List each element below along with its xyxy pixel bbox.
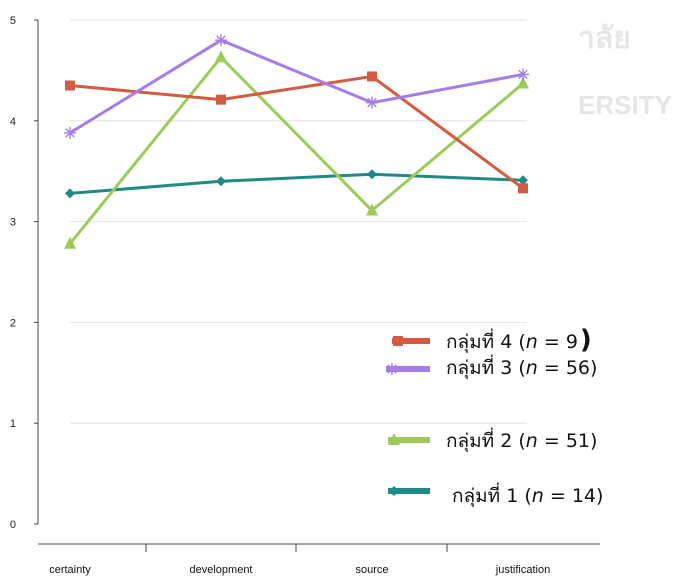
y-tick-label: 1 — [10, 418, 16, 430]
asterisk-marker — [517, 68, 529, 81]
series-1 — [65, 71, 528, 194]
series-line — [69, 38, 524, 135]
x-category-label: development — [190, 564, 253, 576]
watermark-text: ERSITY — [578, 90, 672, 120]
legend-label: กลุ่มที่ 2 (n = 51) — [446, 427, 597, 453]
y-tick-label: 3 — [10, 217, 16, 229]
square-marker — [65, 80, 75, 91]
asterisk-marker — [215, 34, 227, 47]
watermark: าลัย ERSITY — [578, 22, 672, 120]
legend-label: กลุ่มที่ 4 (n = 9) — [446, 325, 592, 355]
triangle-marker — [388, 433, 400, 445]
gridlines — [70, 19, 527, 424]
legend: กลุ่มที่ 4 (n = 9)กลุ่มที่ 3 (n = 56) กลุ… — [386, 325, 603, 508]
triangle-marker — [517, 76, 529, 89]
watermark-text: าลัย — [578, 22, 631, 55]
diamond-marker — [367, 169, 377, 180]
asterisk-marker — [366, 96, 378, 109]
series-line — [68, 55, 524, 245]
legend-item-2: กลุ่มที่ 3 (n = 56) — [386, 354, 597, 380]
diamond-marker — [216, 176, 226, 187]
y-tick-label: 4 — [10, 116, 16, 128]
square-marker — [367, 71, 377, 82]
triangle-marker — [366, 203, 378, 216]
legend-item-1: กลุ่มที่ 4 (n = 9) — [392, 325, 592, 355]
diamond-marker — [518, 175, 528, 186]
x-category-label: justification — [495, 564, 550, 576]
legend-item-4: กลุ่มที่ 1 (n = 14) — [388, 482, 603, 508]
axes — [37, 20, 600, 552]
y-tick-label: 0 — [10, 519, 16, 531]
x-category-label: certainty — [49, 564, 91, 576]
x-axis-categories: certainty development source justification — [49, 564, 550, 576]
square-marker — [518, 183, 528, 194]
asterisk-marker — [386, 363, 398, 375]
series-lines — [64, 34, 529, 249]
triangle-marker — [64, 236, 76, 249]
y-tick-label: 2 — [10, 317, 16, 329]
y-tick-label: 5 — [10, 15, 16, 27]
series-line — [69, 172, 524, 195]
x-category-label: source — [355, 564, 388, 576]
y-axis-ticks: 0 1 2 3 4 5 — [10, 15, 38, 531]
square-marker — [216, 94, 226, 105]
legend-label: กลุ่มที่ 1 (n = 14) — [452, 482, 603, 508]
legend-item-3: กลุ่มที่ 2 (n = 51) — [388, 427, 597, 453]
series-line — [69, 74, 524, 190]
square-marker — [393, 336, 403, 346]
series-4 — [65, 169, 528, 199]
diamond-marker — [389, 486, 399, 496]
series-2 — [64, 34, 529, 139]
series-3 — [64, 50, 529, 249]
triangle-marker — [215, 50, 227, 63]
diamond-marker — [65, 188, 75, 199]
legend-label: กลุ่มที่ 3 (n = 56) — [446, 354, 597, 380]
asterisk-marker — [64, 126, 76, 139]
